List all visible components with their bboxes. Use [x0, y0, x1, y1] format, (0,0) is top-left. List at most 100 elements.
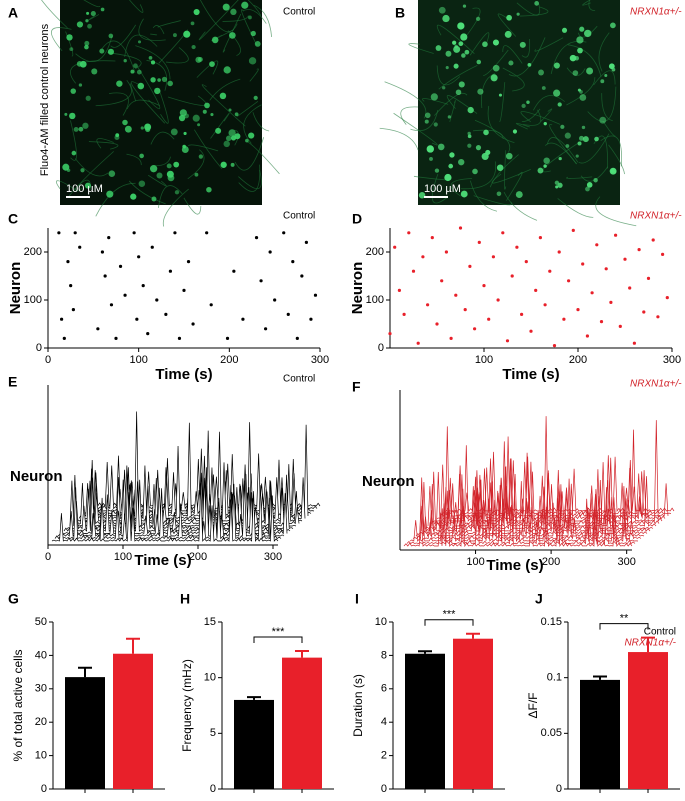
- spike: [96, 327, 100, 331]
- neurite: [194, 129, 223, 170]
- side-label: Fluo4-AM filled control neurons: [39, 23, 51, 176]
- neurite: [136, 65, 161, 110]
- soma: [476, 59, 482, 65]
- neurite: [162, 188, 189, 227]
- soma: [230, 162, 235, 167]
- neurite: [516, 2, 541, 16]
- spike: [273, 298, 277, 302]
- soma: [66, 34, 73, 41]
- soma: [610, 22, 616, 29]
- neurite: [126, 153, 142, 166]
- soma: [228, 32, 236, 39]
- neurite: [502, 45, 523, 64]
- spike: [548, 269, 552, 273]
- soma: [594, 136, 599, 142]
- annotation: NRXN1α+/-: [630, 7, 682, 18]
- soma: [107, 48, 114, 55]
- y-axis-label: Neuron: [7, 262, 24, 315]
- soma: [579, 94, 587, 101]
- soma: [204, 102, 210, 109]
- neurite: [379, 127, 419, 151]
- neurite: [88, 14, 100, 21]
- soma: [557, 102, 562, 107]
- soma: [586, 67, 594, 75]
- spike: [164, 312, 168, 316]
- soma: [211, 36, 219, 44]
- neurite: [566, 77, 596, 106]
- neurite: [158, 185, 183, 208]
- trace: [412, 481, 642, 540]
- spike: [623, 257, 627, 261]
- neurite: [157, 20, 181, 28]
- spike: [411, 269, 416, 273]
- neurite: [491, 169, 531, 184]
- bar: [628, 652, 668, 789]
- bar: [405, 653, 445, 789]
- spike: [661, 252, 665, 256]
- x-tick-label: 300: [663, 354, 681, 366]
- y-tick-label: 200: [24, 246, 42, 258]
- spike: [510, 274, 514, 278]
- soma: [426, 145, 435, 153]
- trace: [60, 479, 288, 535]
- soma: [234, 133, 241, 140]
- trace: [403, 488, 633, 548]
- spike: [618, 324, 622, 328]
- spike: [73, 231, 77, 235]
- neurite: [247, 0, 262, 16]
- soma: [429, 156, 433, 161]
- soma: [541, 86, 546, 90]
- spike: [482, 284, 486, 288]
- neurite: [253, 4, 273, 38]
- soma: [140, 126, 144, 130]
- spike: [454, 293, 458, 297]
- spike: [282, 231, 286, 235]
- soma: [458, 158, 465, 166]
- neurite: [499, 82, 506, 123]
- spike: [656, 315, 660, 319]
- spike: [137, 255, 141, 259]
- neurite: [243, 104, 262, 144]
- neurite: [520, 111, 561, 125]
- neurite: [83, 0, 101, 8]
- neurite: [566, 176, 593, 179]
- soma: [553, 89, 561, 97]
- soma: [184, 113, 189, 119]
- neurite: [150, 131, 175, 145]
- neurite: [400, 106, 419, 125]
- neurite: [523, 109, 542, 126]
- panel-label: D: [352, 211, 362, 227]
- soma: [197, 123, 201, 127]
- soma: [437, 143, 445, 151]
- soma: [492, 39, 500, 46]
- neurite: [88, 141, 119, 150]
- trace: [81, 411, 309, 518]
- spike: [576, 308, 580, 312]
- spike: [177, 336, 182, 340]
- spike: [118, 264, 123, 268]
- neurite: [469, 32, 490, 56]
- spike: [57, 231, 61, 235]
- soma: [228, 129, 236, 137]
- soma: [154, 87, 161, 95]
- soma: [498, 93, 502, 97]
- soma: [76, 21, 84, 28]
- neurite: [150, 33, 158, 36]
- neurite: [222, 13, 242, 53]
- soma: [555, 185, 559, 189]
- spike: [487, 317, 491, 321]
- scale-bar-label: 100 µM: [424, 183, 461, 195]
- x-tick-label: 300: [264, 551, 282, 563]
- spike: [430, 236, 434, 240]
- soma: [449, 152, 455, 158]
- soma: [519, 41, 526, 48]
- y-tick-label: 20: [35, 716, 47, 728]
- neurite: [196, 60, 219, 78]
- neurite: [158, 89, 169, 124]
- spike: [60, 317, 64, 321]
- significance: ***: [443, 609, 457, 621]
- neurite: [110, 24, 137, 48]
- soma: [572, 70, 579, 76]
- soma: [182, 144, 187, 149]
